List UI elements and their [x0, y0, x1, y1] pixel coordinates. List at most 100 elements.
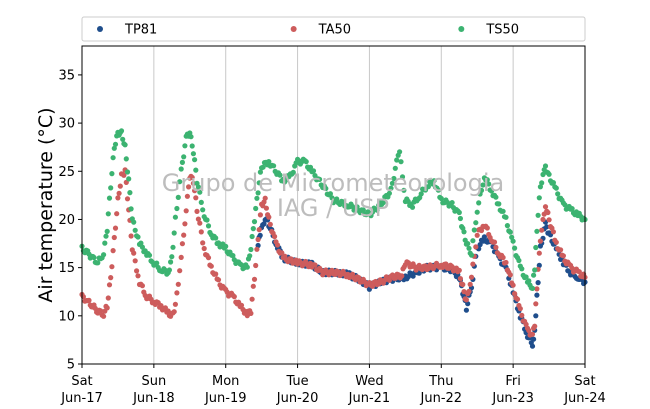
- legend-label-ts50: TS50: [485, 23, 519, 38]
- data-point: [231, 294, 237, 300]
- data-point: [182, 143, 188, 149]
- data-point: [106, 282, 113, 288]
- data-point: [256, 227, 262, 233]
- data-point: [110, 155, 116, 161]
- data-point: [562, 202, 568, 208]
- data-point: [290, 169, 296, 175]
- data-point: [193, 167, 199, 173]
- data-point: [510, 282, 516, 288]
- data-point: [457, 215, 463, 222]
- data-point: [509, 234, 515, 240]
- y-tick-label: 20: [58, 213, 75, 228]
- x-tick-label-day: Mon: [212, 374, 239, 389]
- data-point: [257, 232, 263, 238]
- data-point: [106, 195, 113, 201]
- data-point: [473, 244, 479, 250]
- data-point: [535, 280, 541, 286]
- watermark-line-1: Grupo de Micrometeorologia: [162, 169, 504, 197]
- legend-marker-tp81: [97, 26, 103, 32]
- data-point: [514, 296, 521, 302]
- data-point: [560, 253, 567, 259]
- data-point: [198, 229, 204, 235]
- data-point: [435, 187, 441, 193]
- data-point: [260, 164, 266, 170]
- data-point: [86, 297, 92, 303]
- data-point: [461, 229, 467, 235]
- data-point: [533, 301, 539, 307]
- data-point: [131, 250, 137, 256]
- data-point: [536, 262, 542, 268]
- data-point: [449, 200, 455, 206]
- data-point: [486, 181, 492, 187]
- data-point: [516, 257, 522, 264]
- y-tick-label: 10: [58, 309, 75, 324]
- data-point: [256, 180, 262, 186]
- data-point: [248, 310, 254, 316]
- data-point: [128, 206, 134, 212]
- y-tick-label: 15: [58, 261, 75, 276]
- data-point: [247, 253, 253, 259]
- data-point: [542, 204, 549, 210]
- data-point: [182, 221, 188, 227]
- data-point: [391, 175, 397, 182]
- data-point: [537, 184, 544, 190]
- data-point: [193, 195, 199, 201]
- data-point: [166, 267, 172, 273]
- data-point: [529, 331, 536, 337]
- data-point: [478, 227, 485, 234]
- data-point: [478, 187, 485, 193]
- data-point: [386, 277, 392, 283]
- data-point: [532, 323, 538, 329]
- data-point: [393, 275, 399, 281]
- data-point: [481, 234, 487, 240]
- data-point: [127, 190, 133, 196]
- data-point: [493, 244, 499, 250]
- data-point: [303, 159, 309, 165]
- data-point: [569, 206, 575, 212]
- data-point: [251, 219, 258, 225]
- watermark-line-2: IAG / USP: [277, 194, 389, 222]
- data-point: [504, 223, 510, 229]
- data-point: [272, 233, 278, 240]
- data-point: [480, 182, 486, 188]
- data-point: [101, 252, 107, 258]
- data-point: [323, 185, 329, 192]
- x-tick-label-day: Wed: [355, 374, 383, 389]
- data-point: [109, 171, 115, 177]
- data-point: [253, 262, 259, 269]
- data-point: [146, 252, 153, 258]
- data-point: [134, 268, 140, 274]
- data-point: [307, 164, 314, 170]
- data-point: [277, 172, 283, 178]
- data-point: [105, 211, 111, 217]
- data-point: [470, 261, 476, 267]
- data-point: [178, 254, 184, 260]
- data-point: [262, 195, 268, 201]
- data-point: [139, 244, 145, 250]
- legend-label-tp81: TP81: [124, 23, 157, 38]
- data-point: [195, 184, 201, 190]
- data-point: [195, 216, 201, 222]
- data-point: [177, 179, 183, 185]
- x-tick-label-day: Sat: [574, 374, 595, 389]
- data-point: [553, 185, 559, 191]
- data-point: [251, 276, 258, 282]
- x-axis: Sat Jun-17 Sun Jun-18 Mon Jun-19 Tue Jun-20 Wed J…: [60, 364, 606, 406]
- data-point: [380, 200, 386, 206]
- data-point: [118, 128, 125, 134]
- data-point: [189, 174, 195, 181]
- y-tick-label: 25: [58, 165, 75, 180]
- y-tick-label: 5: [67, 358, 75, 373]
- x-tick-label-date: Jun-20: [276, 391, 319, 406]
- data-point: [192, 157, 198, 163]
- data-point: [131, 219, 137, 225]
- data-point: [539, 227, 545, 233]
- data-point: [112, 225, 119, 231]
- data-point: [467, 281, 473, 287]
- data-point: [197, 189, 203, 195]
- data-point: [257, 169, 263, 175]
- data-point: [115, 195, 121, 201]
- data-point: [550, 180, 557, 186]
- data-point: [223, 243, 229, 249]
- data-point: [310, 168, 317, 174]
